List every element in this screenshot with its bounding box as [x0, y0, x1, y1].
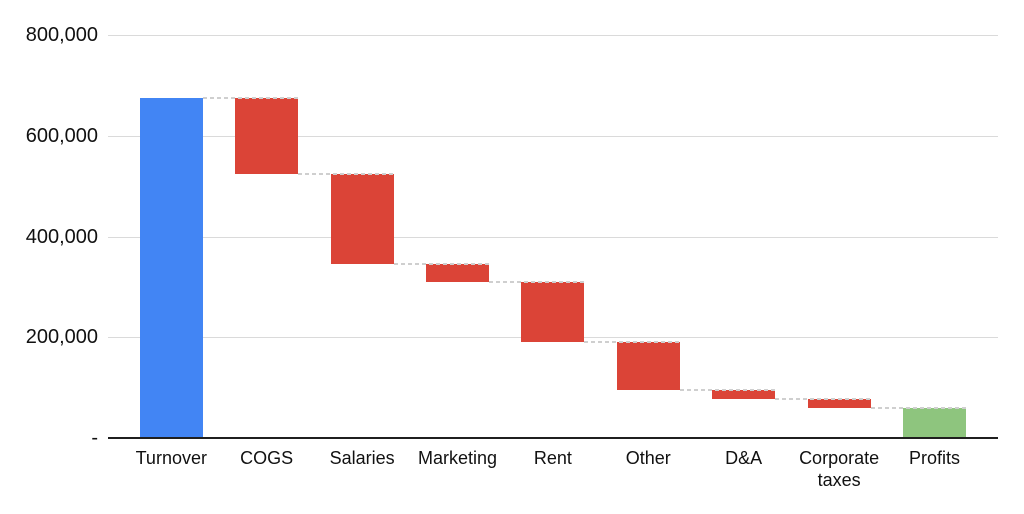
x-axis-label-cogs: COGS: [240, 448, 294, 468]
x-axis-label-salaries: Salaries: [329, 448, 395, 468]
connector-line: [870, 406, 966, 409]
y-axis-tick-label: 200,000: [25, 326, 98, 348]
x-axis-label-other: Other: [625, 448, 671, 468]
connector-line: [679, 389, 776, 392]
x-axis-line: [108, 437, 998, 439]
x-axis-label-d-a: D&A: [725, 448, 763, 468]
gridline: [108, 136, 998, 137]
bar-profits[interactable]: [903, 407, 966, 438]
bar-corporate-taxes[interactable]: [807, 399, 871, 408]
connector-line: [775, 398, 871, 400]
x-axis-label-corporate-taxes: Corporate taxes: [799, 448, 880, 490]
x-axis-label-profits: Profits: [908, 448, 960, 468]
connector-line: [202, 97, 299, 99]
x-axis-label-turnover: Turnover: [135, 448, 207, 468]
connector-line: [489, 280, 585, 283]
gridline: [108, 35, 998, 36]
x-axis-label-rent: Rent: [533, 448, 572, 468]
y-axis-tick-label: 400,000: [25, 226, 98, 248]
connector-line: [393, 263, 489, 266]
x-axis-label-marketing: Marketing: [417, 448, 498, 468]
bar-d-a[interactable]: [712, 390, 776, 399]
connector-line: [584, 341, 680, 344]
bar-marketing[interactable]: [426, 264, 489, 282]
bar-salaries[interactable]: [330, 173, 394, 265]
bar-turnover[interactable]: [139, 98, 203, 438]
gridline: [108, 237, 998, 238]
bar-cogs[interactable]: [235, 98, 299, 174]
y-axis-tick-label: -: [91, 427, 98, 449]
bar-other[interactable]: [616, 342, 680, 391]
connector-line: [298, 172, 394, 175]
y-axis-tick-label: 600,000: [25, 125, 98, 147]
bar-rent[interactable]: [521, 281, 585, 343]
y-axis-tick-label: 800,000: [25, 24, 98, 46]
